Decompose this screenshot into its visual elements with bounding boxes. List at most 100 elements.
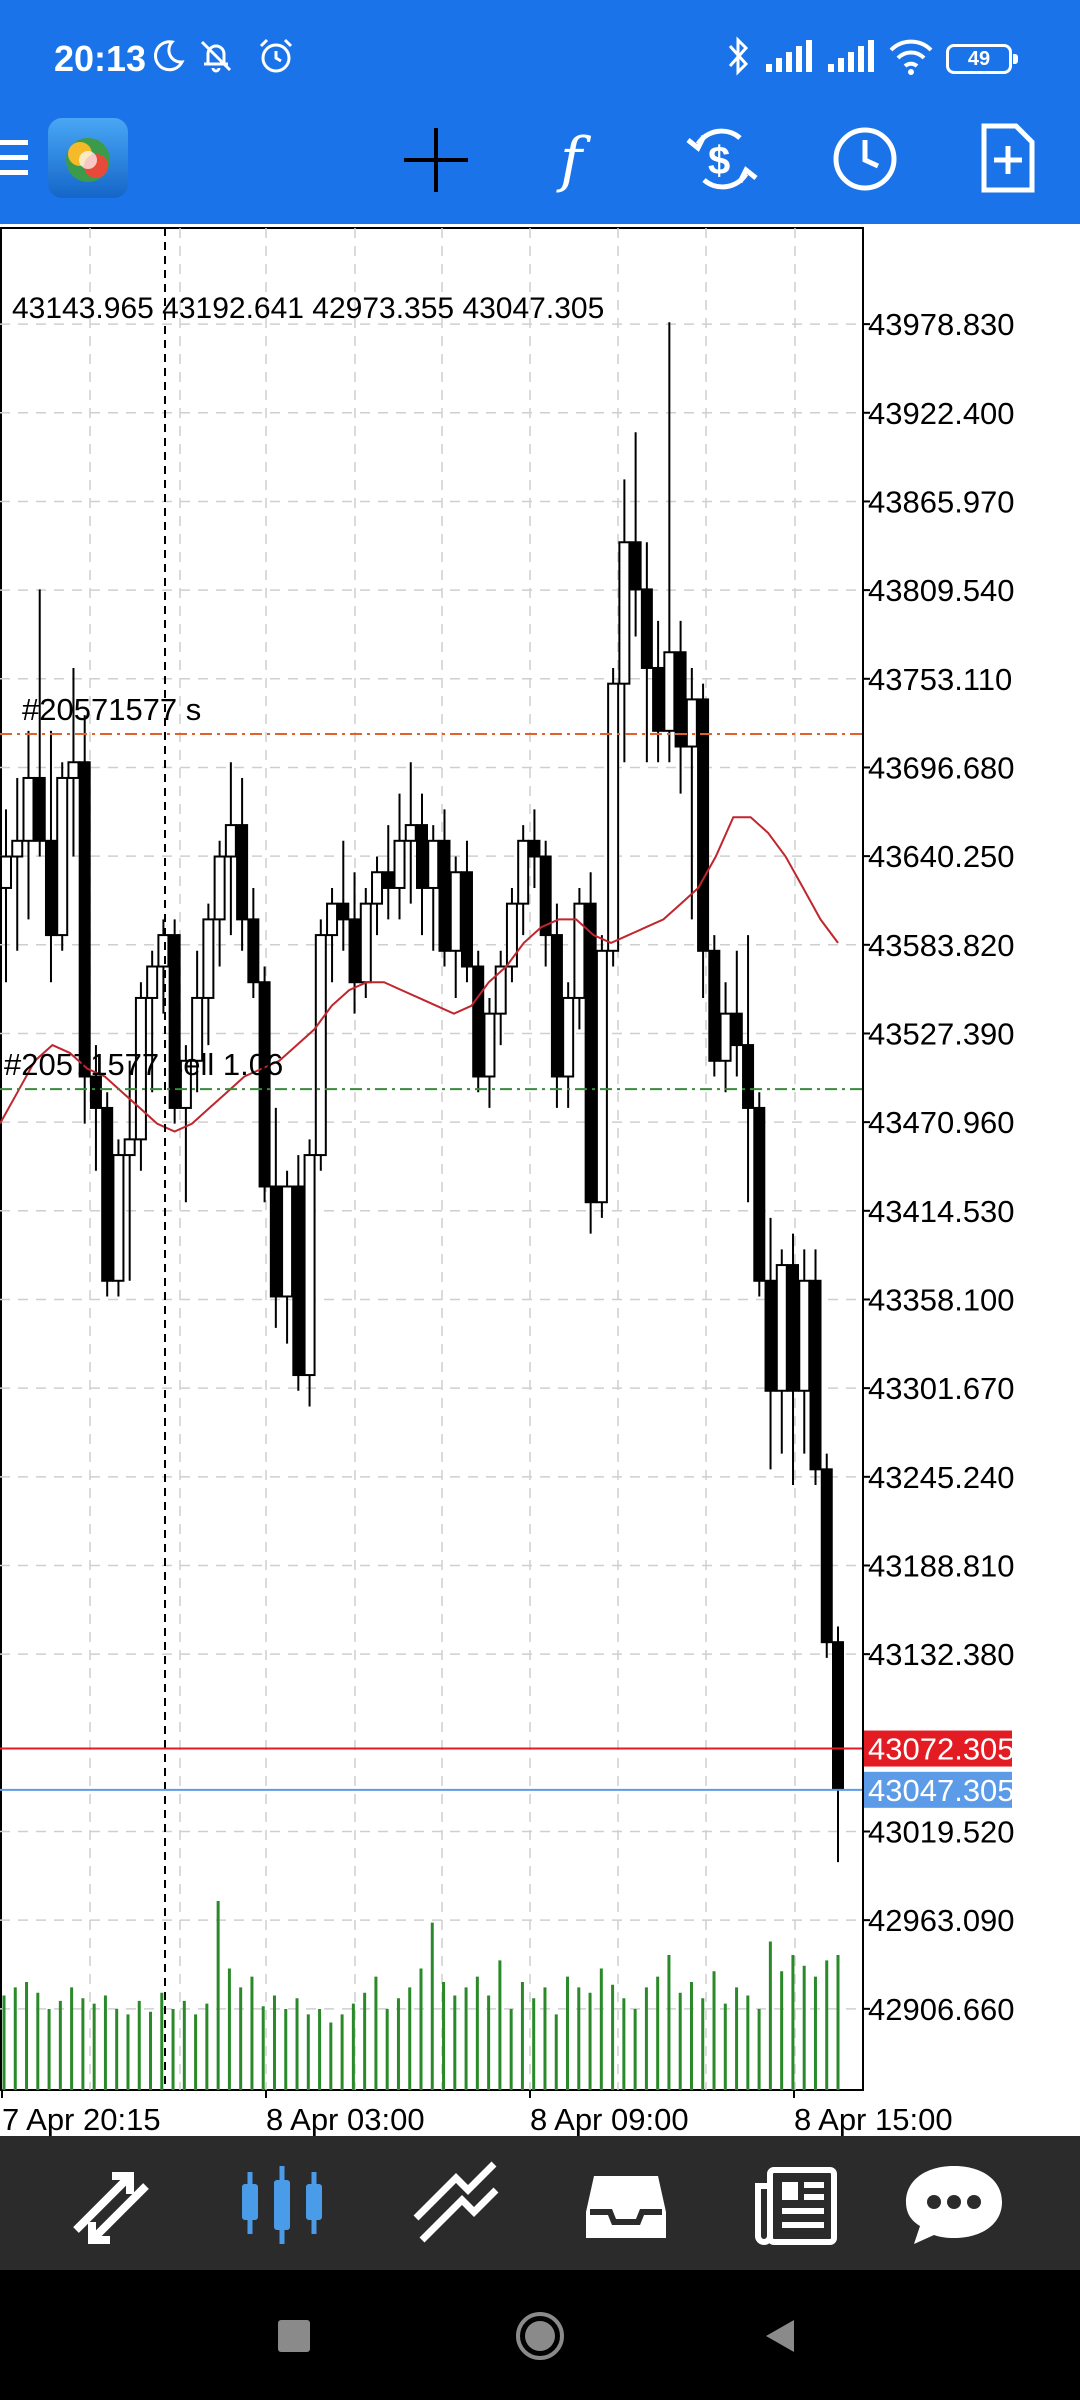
candle: [573, 887, 586, 1030]
clock-icon[interactable]: [832, 126, 898, 192]
menu-icon[interactable]: [0, 136, 30, 180]
time-label: 8 Apr 03:00: [266, 2102, 425, 2136]
candle: [191, 950, 204, 1093]
messages-icon[interactable]: [894, 2136, 1014, 2270]
candle: [326, 887, 339, 983]
price-label: 43132.380: [868, 1637, 1015, 1672]
candle-body: [348, 918, 361, 984]
candle: [820, 1453, 833, 1658]
candle: [371, 856, 384, 936]
price-label: 42963.090: [868, 1903, 1015, 1938]
order-line-label: #20571577 sell 1.06: [4, 1047, 283, 1082]
wifi-icon: [889, 39, 933, 75]
candle: [663, 322, 676, 763]
candle: [472, 950, 485, 1093]
news-icon[interactable]: [740, 2136, 860, 2270]
trade-icon[interactable]: [396, 2136, 516, 2270]
candle-body: [404, 824, 417, 842]
candle-body: [213, 855, 226, 921]
candle: [393, 793, 406, 920]
moving-average-line: [0, 816, 839, 1133]
price-axis: 43978.830 43922.400 43865.970 43809.540 4375…: [868, 307, 1015, 2027]
history-icon[interactable]: [566, 2136, 686, 2270]
candle: [258, 966, 271, 1203]
candle: [629, 432, 642, 637]
quotes-icon[interactable]: [50, 2136, 170, 2270]
candle-body: [753, 1106, 766, 1282]
candle-body: [505, 902, 518, 968]
candle-body: [820, 1468, 833, 1644]
price-label: 43301.670: [868, 1371, 1015, 1406]
candle: [674, 620, 687, 794]
price-label: 43865.970: [868, 484, 1015, 519]
candle: [0, 809, 12, 983]
candle: [719, 982, 732, 1093]
chart-frame: [0, 227, 864, 2091]
crosshair-icon[interactable]: [402, 126, 470, 194]
candle: [269, 1107, 282, 1328]
candle: [640, 542, 653, 763]
candle: [607, 667, 620, 967]
candle-body: [44, 839, 57, 937]
app-logo[interactable]: [46, 116, 130, 200]
price-label: 43188.810: [868, 1548, 1015, 1583]
candle-body: [191, 996, 204, 1062]
price-label: 43583.820: [868, 928, 1015, 963]
candle-body: [472, 965, 485, 1078]
trade-icon[interactable]: $: [684, 124, 760, 194]
candle: [22, 730, 35, 920]
candle-body: [11, 839, 24, 858]
candle-body: [584, 902, 597, 1204]
chart-icon[interactable]: [222, 2136, 342, 2270]
candle-body: [247, 918, 260, 984]
candlesticks: [0, 322, 844, 1863]
candle-body: [22, 776, 35, 842]
ask-price: 43047.305: [868, 1773, 1015, 1808]
candle: [652, 620, 665, 763]
recents-icon[interactable]: [276, 2318, 312, 2354]
price-chart[interactable]: #20571577 s#20571577 sell 1.0643072.3054…: [0, 224, 1080, 2136]
candle-body: [618, 541, 631, 685]
candle: [528, 809, 541, 888]
candle: [123, 1060, 136, 1281]
candle-body: [652, 666, 665, 732]
candle: [146, 950, 159, 1093]
candle-body: [33, 776, 46, 842]
new-document-icon[interactable]: [980, 122, 1036, 194]
candle-body: [146, 965, 159, 999]
ask-tag: [864, 1771, 1012, 1808]
candle: [697, 683, 710, 998]
candle: [78, 715, 91, 1124]
candle: [708, 935, 721, 1077]
candle: [798, 1249, 811, 1454]
battery-icon: 49: [946, 44, 1018, 74]
candle-body: [359, 902, 372, 984]
candle: [247, 887, 260, 998]
function-icon[interactable]: f: [556, 124, 602, 194]
candle: [404, 762, 417, 904]
time-label: 8 Apr 15:00: [794, 2102, 953, 2136]
candle: [224, 762, 237, 936]
candle-body: [314, 934, 327, 1157]
candle-body: [573, 902, 586, 999]
candle: [764, 1217, 777, 1470]
candle-body: [371, 871, 384, 905]
candle: [595, 935, 608, 1218]
candle-body: [640, 588, 653, 669]
candle: [427, 825, 440, 951]
back-icon[interactable]: [760, 2316, 800, 2356]
candle-body: [337, 902, 350, 921]
candle-body: [112, 1154, 125, 1282]
candle-body: [78, 761, 91, 1078]
order-lines: #20571577 s#20571577 sell 1.0643072.3054…: [0, 228, 1015, 2090]
candle-body: [393, 839, 406, 889]
price-label: 43696.680: [868, 750, 1015, 785]
candle-body: [303, 1154, 316, 1377]
signal-icon: [828, 40, 874, 72]
candle-body: [809, 1279, 822, 1471]
ohlc-header: 43143.965 43192.641 42973.355 43047.305: [12, 292, 604, 325]
home-icon[interactable]: [514, 2310, 566, 2362]
candle: [753, 1092, 766, 1297]
candle-body: [157, 934, 170, 968]
candle: [775, 1249, 788, 1454]
